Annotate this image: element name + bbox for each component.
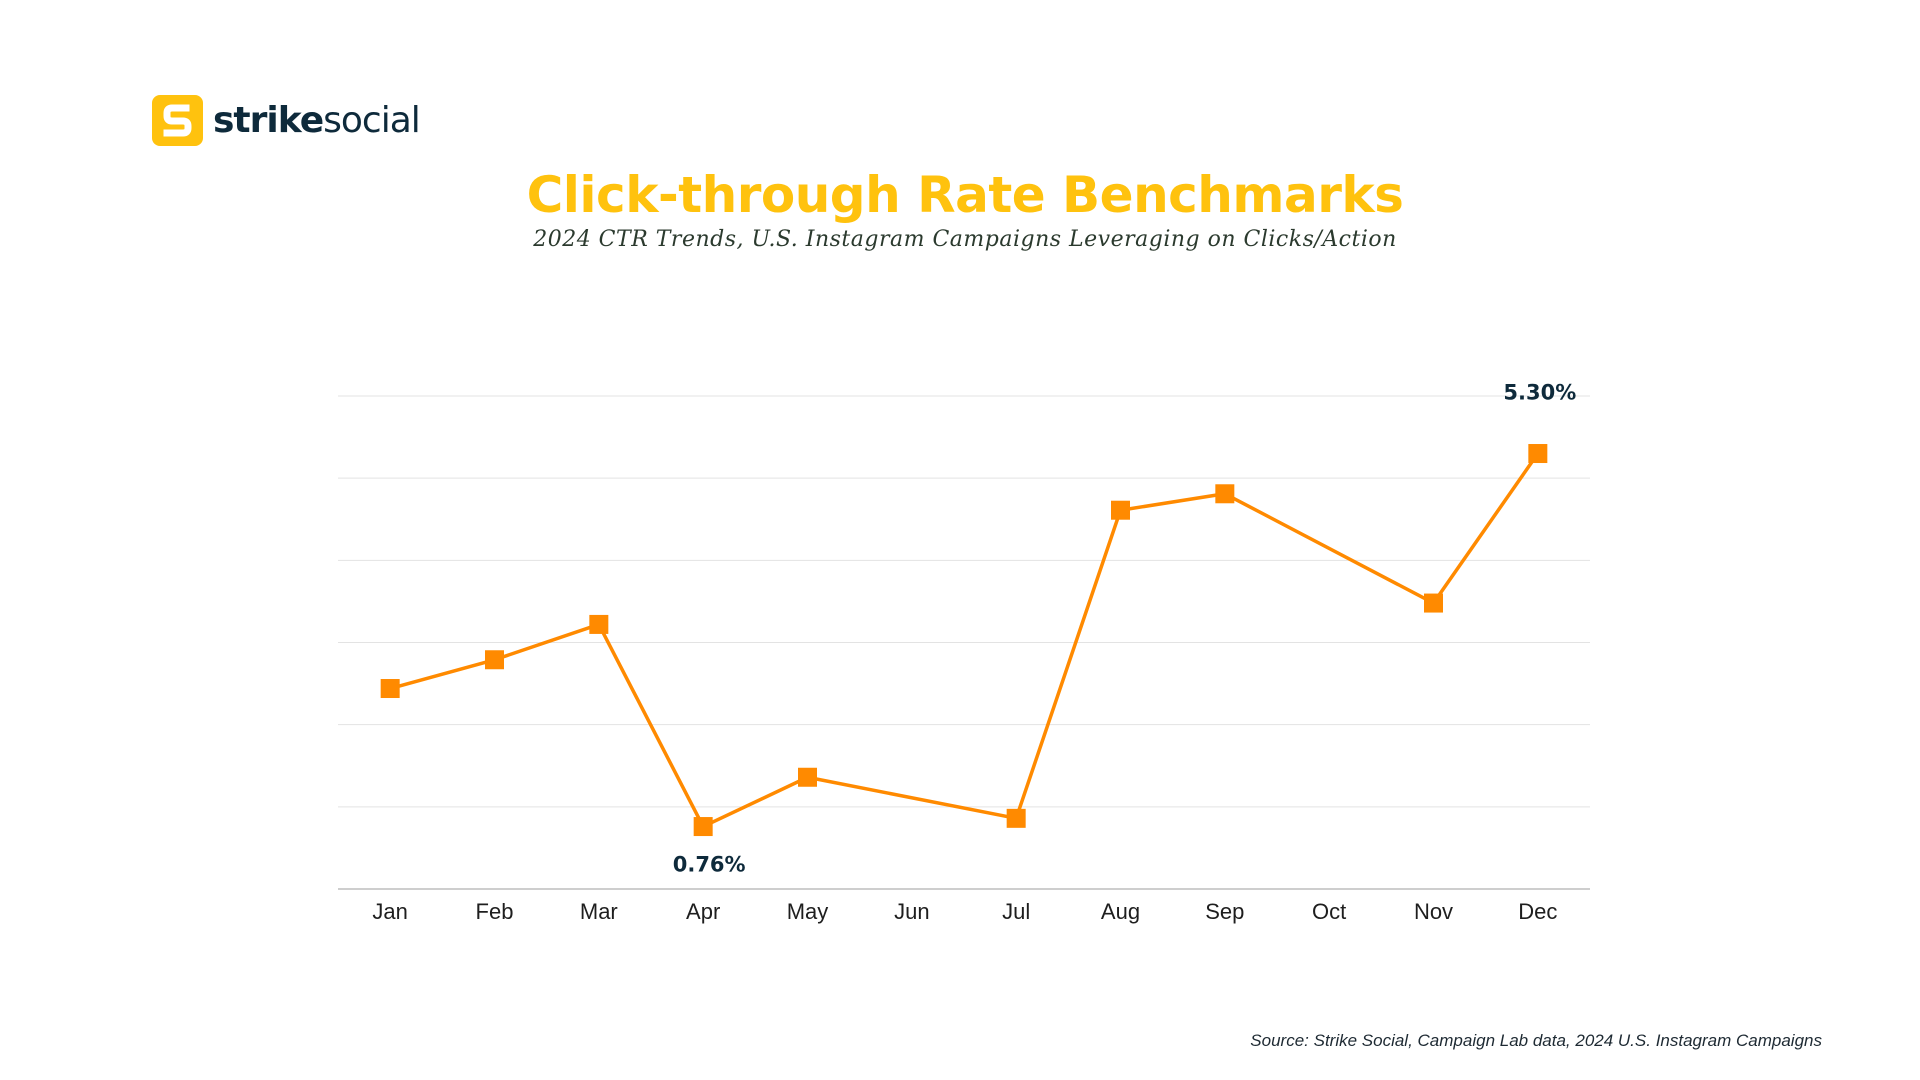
brand-wordmark: strikesocial	[213, 99, 421, 141]
data-point-apr	[693, 817, 713, 837]
x-tick-label-nov: Nov	[1414, 899, 1453, 924]
data-point-sep	[1215, 484, 1235, 504]
data-point-may	[798, 767, 817, 787]
data-point-dec	[1528, 444, 1548, 464]
x-tick-label-sep: Sep	[1205, 899, 1244, 924]
data-point-nov	[1424, 593, 1443, 613]
brand-name-light: social	[323, 99, 421, 141]
x-tick-label-jul: Jul	[1002, 899, 1030, 924]
data-label-dec: 5.30%	[1503, 381, 1576, 405]
x-tick-label-may: May	[787, 899, 829, 924]
brand-logo: strikesocial	[152, 93, 421, 147]
x-tick-label-jan: Jan	[372, 899, 407, 924]
source-note: Source: Strike Social, Campaign Lab data…	[1250, 1031, 1822, 1050]
x-tick-label-mar: Mar	[580, 899, 618, 924]
x-tick-label-feb: Feb	[476, 899, 514, 924]
chart-subtitle: 2024 CTR Trends, U.S. Instagram Campaign…	[533, 227, 1397, 252]
strike-social-logo-icon	[152, 94, 203, 146]
data-point-jul	[1006, 808, 1026, 828]
x-tick-label-dec: Dec	[1518, 899, 1557, 924]
x-tick-label-jun: Jun	[894, 899, 929, 924]
data-point-feb	[485, 650, 504, 670]
series-line	[388, 451, 1540, 829]
data-label-apr: 0.76%	[673, 853, 746, 877]
data-point-aug	[1111, 500, 1130, 520]
x-tick-label-oct: Oct	[1312, 899, 1346, 924]
data-point-jan	[380, 679, 400, 699]
data-point-mar	[589, 614, 609, 634]
x-tick-label-apr: Apr	[686, 899, 720, 924]
x-tick-label-aug: Aug	[1101, 899, 1140, 924]
chart-title: Click-through Rate Benchmarks	[526, 166, 1404, 224]
brand-name-bold: strike	[213, 99, 324, 141]
